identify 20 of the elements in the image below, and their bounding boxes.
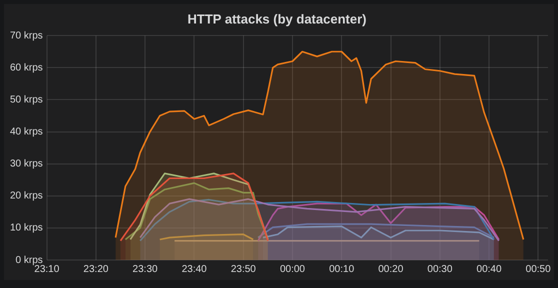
x-tick-label: 00:00 (280, 264, 306, 275)
y-tick-label: 70 krps (10, 30, 43, 42)
y-tick-label: 60 krps (10, 62, 43, 74)
y-tick-label: 10 krps (10, 222, 43, 234)
y-tick-label: 20 krps (10, 190, 43, 202)
x-tick-label: 00:20 (378, 264, 404, 275)
x-tick-label: 23:20 (83, 264, 109, 275)
y-tick-label: 40 krps (10, 126, 43, 138)
y-tick-label: 0 krps (16, 254, 43, 266)
x-tick-label: 00:40 (476, 264, 502, 275)
x-tick-label: 23:40 (182, 264, 208, 275)
chart-title: HTTP attacks (by datacenter) (188, 11, 366, 26)
y-tick-label: 30 krps (10, 158, 43, 170)
x-tick-label: 23:50 (230, 264, 256, 275)
x-tick-label: 00:10 (329, 264, 355, 275)
x-tick-label: 00:30 (427, 264, 453, 275)
y-tick-label: 50 krps (10, 94, 43, 106)
x-tick-label: 23:30 (132, 264, 158, 275)
x-tick-label: 00:50 (526, 264, 552, 275)
x-tick-label: 23:10 (34, 264, 60, 275)
